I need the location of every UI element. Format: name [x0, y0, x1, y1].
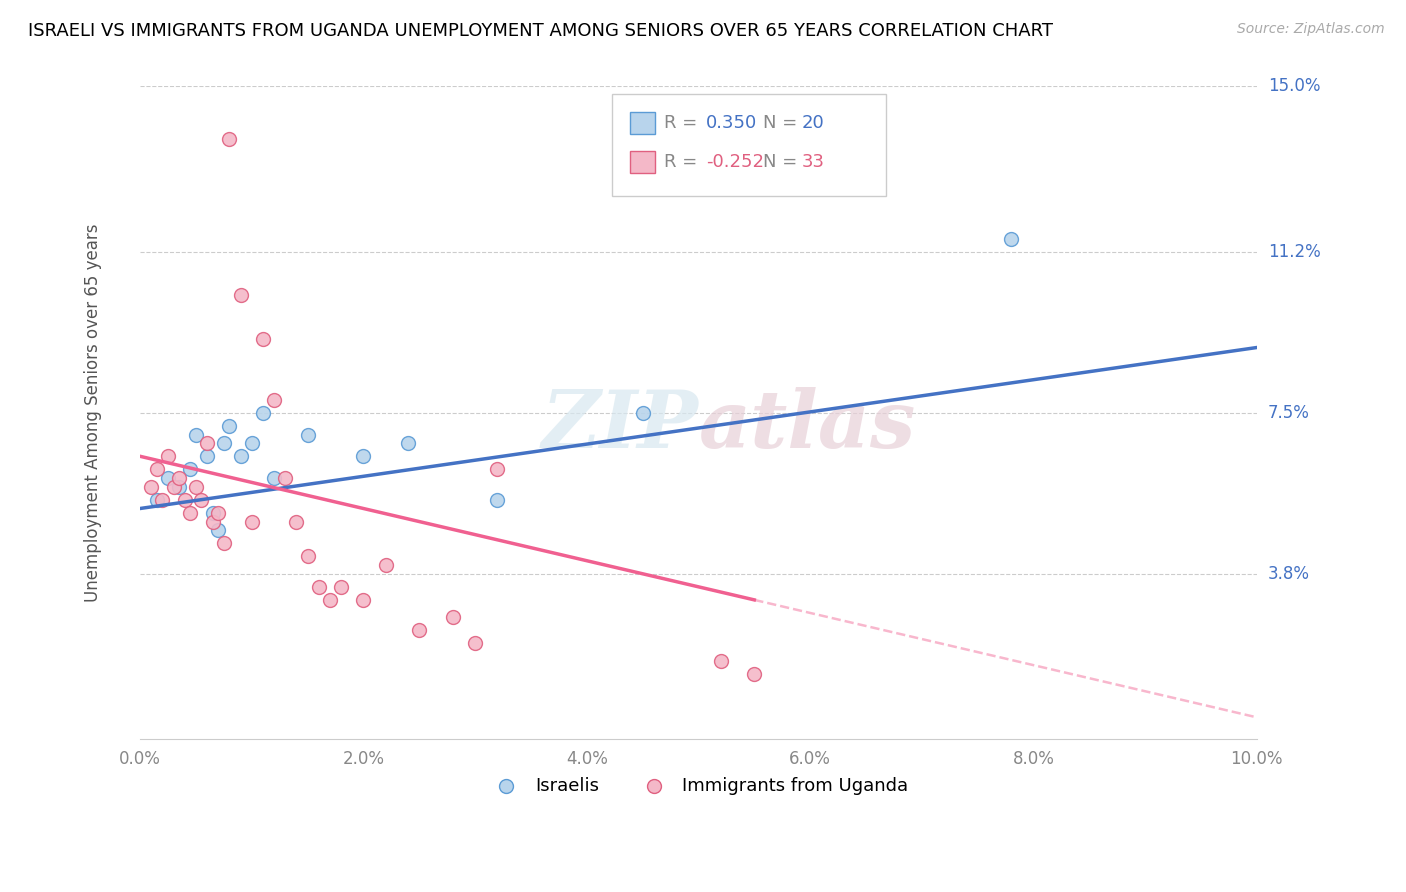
- Text: 15.0%: 15.0%: [1268, 78, 1320, 95]
- Point: [274, 471, 297, 485]
- Point: [156, 450, 179, 464]
- Point: [146, 462, 169, 476]
- Point: [179, 462, 201, 476]
- Point: [742, 666, 765, 681]
- Point: [173, 492, 195, 507]
- Text: 33: 33: [801, 153, 824, 171]
- Point: [319, 593, 342, 607]
- Text: -0.252: -0.252: [706, 153, 763, 171]
- Text: 11.2%: 11.2%: [1268, 243, 1320, 260]
- Point: [229, 288, 252, 302]
- Point: [201, 506, 224, 520]
- Point: [212, 536, 235, 550]
- Point: [146, 492, 169, 507]
- Point: [240, 515, 263, 529]
- Point: [152, 492, 174, 507]
- Point: [631, 406, 654, 420]
- Point: [263, 392, 285, 407]
- Point: [297, 427, 319, 442]
- Point: [229, 450, 252, 464]
- Point: [207, 523, 229, 537]
- Point: [195, 450, 218, 464]
- Point: [218, 131, 240, 145]
- Point: [486, 492, 509, 507]
- Point: [218, 418, 240, 433]
- Point: [252, 332, 274, 346]
- Point: [330, 580, 353, 594]
- Point: [167, 480, 190, 494]
- Point: [162, 480, 184, 494]
- Text: ISRAELI VS IMMIGRANTS FROM UGANDA UNEMPLOYMENT AMONG SENIORS OVER 65 YEARS CORRE: ISRAELI VS IMMIGRANTS FROM UGANDA UNEMPL…: [28, 22, 1053, 40]
- Point: [441, 610, 464, 624]
- Point: [1000, 232, 1022, 246]
- Point: [464, 636, 486, 650]
- Point: [141, 480, 163, 494]
- Text: N =: N =: [763, 114, 803, 132]
- Point: [308, 580, 330, 594]
- Point: [297, 549, 319, 564]
- Text: Unemployment Among Seniors over 65 years: Unemployment Among Seniors over 65 years: [84, 224, 103, 602]
- Text: R =: R =: [664, 114, 703, 132]
- Point: [195, 436, 218, 450]
- Point: [396, 436, 419, 450]
- Text: 20: 20: [801, 114, 824, 132]
- Point: [167, 471, 190, 485]
- Point: [212, 436, 235, 450]
- Point: [352, 450, 374, 464]
- Point: [240, 436, 263, 450]
- Legend: Israelis, Immigrants from Uganda: Israelis, Immigrants from Uganda: [481, 770, 915, 802]
- Point: [201, 515, 224, 529]
- Point: [207, 506, 229, 520]
- Text: atlas: atlas: [699, 387, 915, 465]
- Point: [285, 515, 308, 529]
- Point: [252, 406, 274, 420]
- Text: 3.8%: 3.8%: [1268, 565, 1310, 582]
- Point: [408, 624, 430, 638]
- Point: [486, 462, 509, 476]
- Point: [190, 492, 212, 507]
- Text: ZIP: ZIP: [541, 387, 699, 465]
- Point: [710, 654, 733, 668]
- Point: [352, 593, 374, 607]
- Text: N =: N =: [763, 153, 803, 171]
- Point: [184, 427, 207, 442]
- Point: [156, 471, 179, 485]
- Text: Source: ZipAtlas.com: Source: ZipAtlas.com: [1237, 22, 1385, 37]
- Point: [184, 480, 207, 494]
- Point: [179, 506, 201, 520]
- Point: [374, 558, 396, 572]
- Text: 0.350: 0.350: [706, 114, 756, 132]
- Point: [263, 471, 285, 485]
- Text: R =: R =: [664, 153, 703, 171]
- Text: 7.5%: 7.5%: [1268, 404, 1310, 422]
